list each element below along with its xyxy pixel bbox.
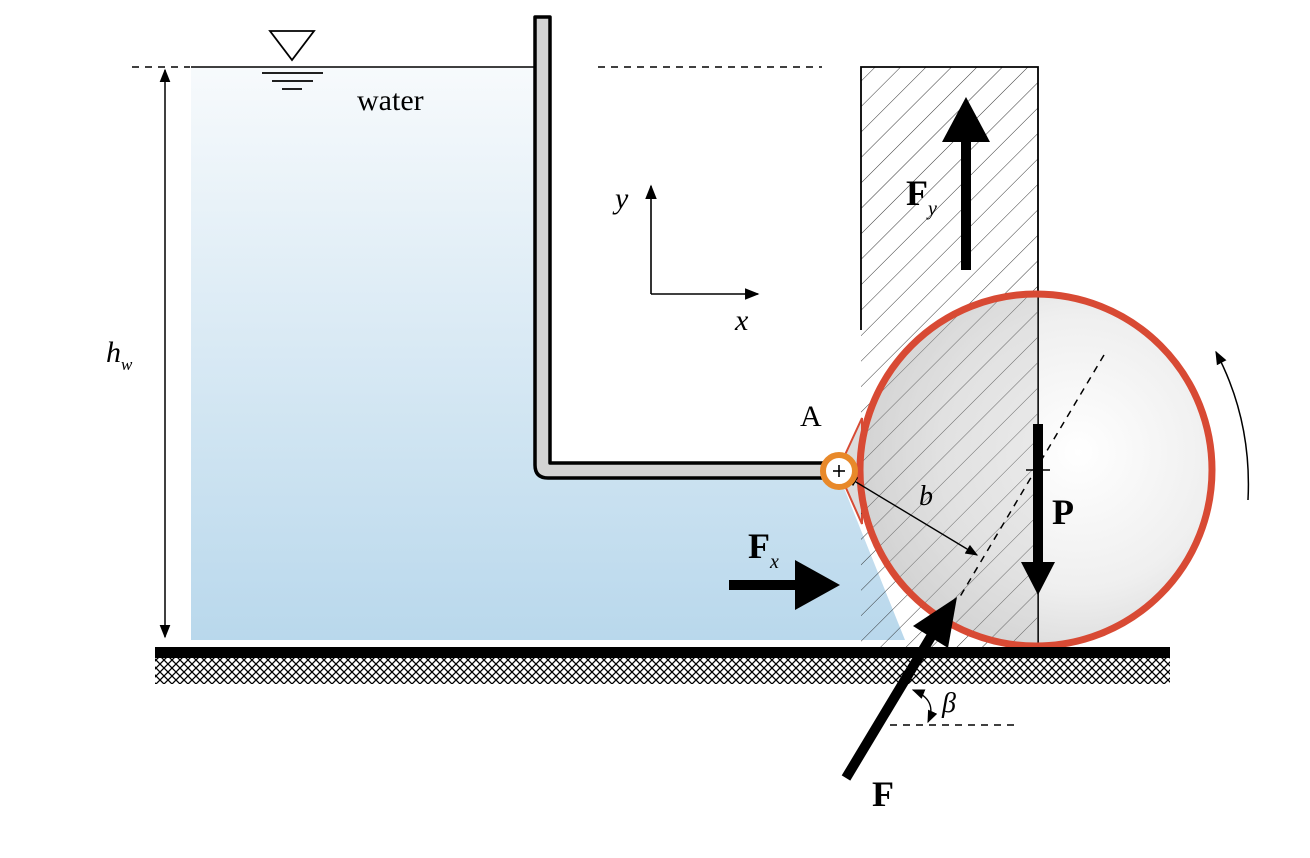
point-a-label: A — [800, 400, 822, 433]
lever-arm-label: b — [919, 481, 933, 512]
force-fx-arrow — [729, 560, 840, 610]
force-f-arrow — [841, 597, 957, 781]
ground — [155, 647, 1170, 684]
angle-beta-label: β — [941, 688, 956, 719]
axis-x-label: x — [734, 304, 749, 337]
force-p-label: P — [1052, 492, 1074, 532]
l-shaped-arm — [533, 15, 840, 480]
wall-outline — [860, 66, 1039, 645]
force-fy-label: Fy — [906, 173, 937, 220]
force-p-arrow — [1021, 424, 1055, 595]
force-f-label: F — [872, 774, 894, 814]
hinge-a — [820, 452, 858, 490]
lever-arm-b — [844, 475, 979, 556]
height-label: hw — [106, 336, 133, 374]
cylinder-rim — [856, 290, 1216, 650]
force-fx-label: Fx — [748, 526, 779, 573]
free-surface-symbol — [262, 30, 323, 90]
water-region — [191, 67, 905, 640]
rotation-arrow — [1215, 350, 1250, 501]
axis-y-label: y — [612, 182, 629, 215]
force-fy-arrow — [942, 97, 990, 270]
water-label: water — [357, 84, 424, 117]
angle-beta — [890, 689, 1017, 726]
line-of-action — [957, 354, 1105, 601]
coordinate-axes — [645, 184, 760, 300]
